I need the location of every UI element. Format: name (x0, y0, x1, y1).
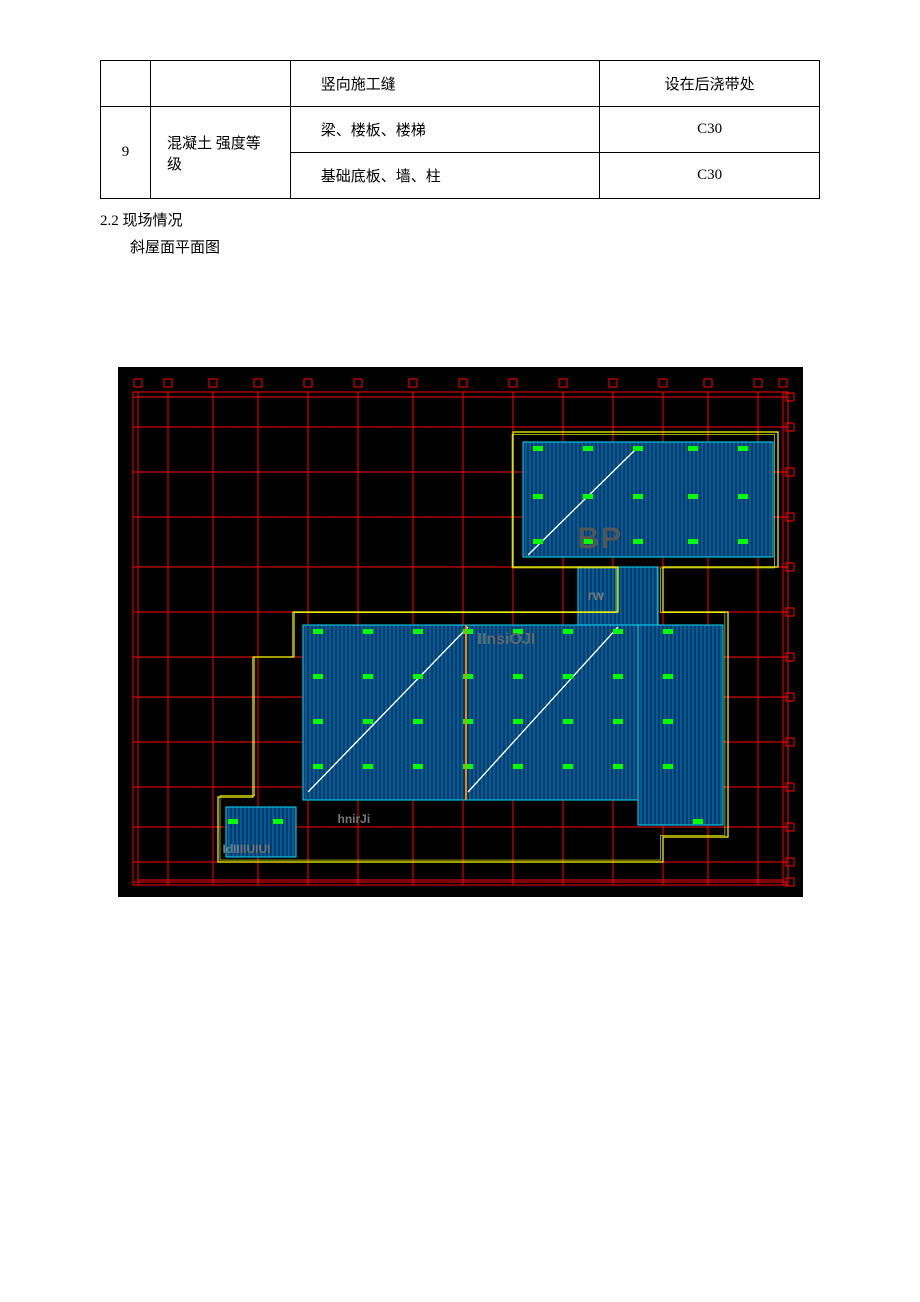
diagram-label-bp: BP (578, 522, 624, 556)
table-row: 竖向施工缝 设在后浇带处 (101, 61, 820, 107)
cell-idx (101, 61, 151, 107)
cad-svg (118, 367, 803, 897)
diagram-label-idiiui: IdIIIIUIUI (223, 842, 271, 856)
cell-value: 设在后浇带处 (600, 61, 820, 107)
cell-item: 基础底板、墙、柱 (290, 153, 600, 199)
cad-floor-plan: BP rw IInsiOJI hnirJi IdIIIIUIUI (118, 367, 803, 897)
diagram-label-hnsioji: IInsiOJI (478, 631, 536, 649)
cell-value: C30 (600, 107, 820, 153)
sub-heading: 斜屋面平面图 (130, 236, 820, 257)
cell-value: C30 (600, 153, 820, 199)
cell-item: 梁、楼板、楼梯 (290, 107, 600, 153)
diagram-label-rw: rw (588, 587, 604, 603)
cell-item: 竖向施工缝 (290, 61, 600, 107)
spec-table: 竖向施工缝 设在后浇带处 9 混凝土 强度等级 梁、楼板、楼梯 C30 基础底板… (100, 60, 820, 199)
table-row: 9 混凝土 强度等级 梁、楼板、楼梯 C30 (101, 107, 820, 153)
section-heading: 2.2 现场情况 (100, 209, 820, 230)
cell-idx: 9 (101, 107, 151, 199)
diagram-label-hnirji: hnirJi (338, 812, 371, 826)
cell-category: 混凝土 强度等级 (150, 107, 290, 199)
cell-category (150, 61, 290, 107)
